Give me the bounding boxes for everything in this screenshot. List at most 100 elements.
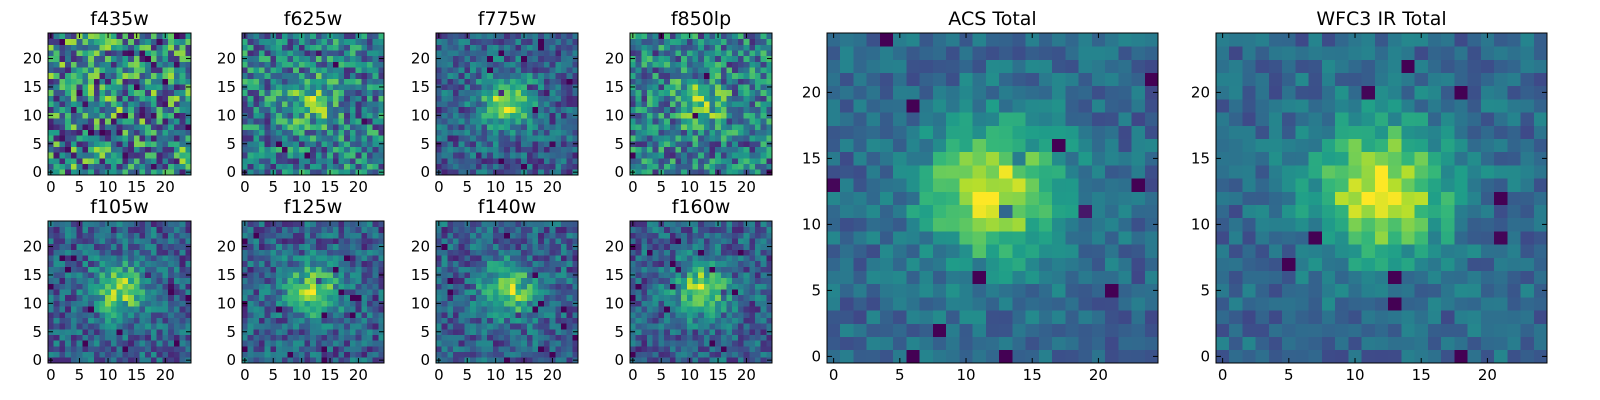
- heatmap-cell: [93, 300, 100, 307]
- heatmap-cell: [754, 101, 762, 108]
- heatmap-cell: [270, 146, 277, 153]
- y-tick-label: 5: [32, 323, 42, 341]
- heatmap-cell: [139, 123, 146, 130]
- heatmap-cell: [321, 317, 328, 324]
- heatmap-cell: [743, 152, 750, 159]
- heatmap-cell: [647, 55, 654, 62]
- heatmap-cell: [304, 272, 311, 279]
- heatmap-cell: [65, 306, 72, 313]
- heatmap-cell: [675, 129, 682, 136]
- heatmap-cell: [162, 311, 169, 318]
- heatmap-cell: [630, 323, 637, 330]
- heatmap-cell: [498, 129, 505, 136]
- heatmap-cell: [304, 95, 311, 102]
- heatmap-cell: [310, 152, 317, 159]
- heatmap-cell: [310, 146, 317, 153]
- x-tick-label: 5: [268, 366, 278, 384]
- heatmap-cell: [315, 95, 322, 102]
- heatmap-cell: [65, 152, 72, 159]
- heatmap-cell: [321, 226, 328, 233]
- heatmap-cell: [555, 67, 562, 74]
- heatmap-cell: [543, 112, 550, 119]
- heatmap-cell: [332, 249, 339, 256]
- heatmap-cell: [361, 323, 368, 330]
- heatmap-cell: [549, 38, 556, 45]
- heatmap-cell: [760, 112, 767, 119]
- heatmap-cell: [549, 135, 556, 142]
- heatmap-cell: [692, 61, 699, 68]
- heatmap-cell: [664, 272, 671, 279]
- heatmap-cell: [766, 283, 773, 290]
- heatmap-cell: [48, 89, 55, 96]
- heatmap-cell: [48, 289, 55, 296]
- heatmap-cell: [658, 95, 665, 102]
- heatmap-cell: [59, 89, 66, 96]
- heatmap-cell: [321, 311, 328, 318]
- heatmap-cell: [361, 272, 368, 279]
- heatmap-cell: [253, 249, 260, 256]
- heatmap-cell: [453, 334, 460, 341]
- heatmap-cell: [566, 157, 573, 165]
- heatmap-cell: [338, 283, 345, 290]
- heatmap-cell: [675, 84, 682, 91]
- heatmap-cell: [321, 112, 328, 119]
- heatmap-cell: [566, 221, 573, 228]
- heatmap-cell: [470, 50, 477, 57]
- heatmap-cell: [732, 84, 739, 91]
- heatmap-cell: [378, 232, 385, 239]
- heatmap-cell: [652, 357, 659, 364]
- heatmap-cell: [293, 101, 300, 108]
- heatmap-cell: [344, 243, 351, 250]
- heatmap-cell: [630, 157, 637, 165]
- heatmap-cell: [549, 238, 556, 245]
- heatmap-cell: [441, 112, 448, 119]
- heatmap-cell: [532, 118, 539, 125]
- heatmap-cell: [669, 345, 676, 353]
- heatmap-cell: [749, 306, 756, 313]
- heatmap-cell: [264, 146, 271, 153]
- heatmap-cell: [361, 311, 368, 318]
- heatmap-cell: [355, 101, 362, 108]
- heatmap-cell: [492, 317, 499, 324]
- heatmap-cell: [65, 123, 72, 130]
- heatmap-cell: [76, 50, 83, 57]
- heatmap-cell: [675, 72, 682, 79]
- heatmap-cell: [743, 72, 750, 79]
- heatmap-cell: [509, 323, 516, 330]
- heatmap-cell: [641, 50, 648, 57]
- heatmap-cell: [698, 135, 705, 142]
- heatmap-cell: [293, 146, 300, 153]
- heatmap-cell: [65, 294, 72, 301]
- heatmap-cell: [276, 106, 283, 113]
- heatmap-cell: [355, 249, 362, 256]
- heatmap-cell: [692, 33, 699, 40]
- heatmap-cell: [732, 101, 739, 108]
- heatmap-cell: [247, 311, 254, 318]
- heatmap-cell: [641, 61, 648, 68]
- heatmap-cell: [641, 135, 648, 142]
- heatmap-cell: [453, 226, 460, 233]
- heatmap-cell: [310, 95, 317, 102]
- heatmap-cell: [641, 328, 648, 335]
- heatmap-cell: [372, 221, 379, 228]
- heatmap-cell: [703, 135, 710, 142]
- heatmap-cell: [487, 272, 494, 279]
- heatmap-cell: [88, 226, 95, 233]
- heatmap-cell: [515, 243, 522, 250]
- heatmap-cell: [709, 169, 716, 176]
- heatmap-cell: [709, 61, 716, 68]
- heatmap-cell: [162, 118, 169, 125]
- heatmap-cell: [82, 226, 89, 233]
- heatmap-cell: [82, 84, 89, 91]
- heatmap-cell: [686, 78, 693, 85]
- heatmap-cell: [475, 129, 482, 136]
- heatmap-cell: [458, 112, 465, 119]
- heatmap-cell: [133, 112, 140, 119]
- heatmap-cell: [498, 238, 505, 245]
- heatmap-cell: [59, 357, 66, 364]
- heatmap-cell: [749, 294, 756, 301]
- heatmap-cell: [253, 226, 260, 233]
- heatmap-cell: [145, 44, 152, 51]
- heatmap-cell: [65, 89, 72, 96]
